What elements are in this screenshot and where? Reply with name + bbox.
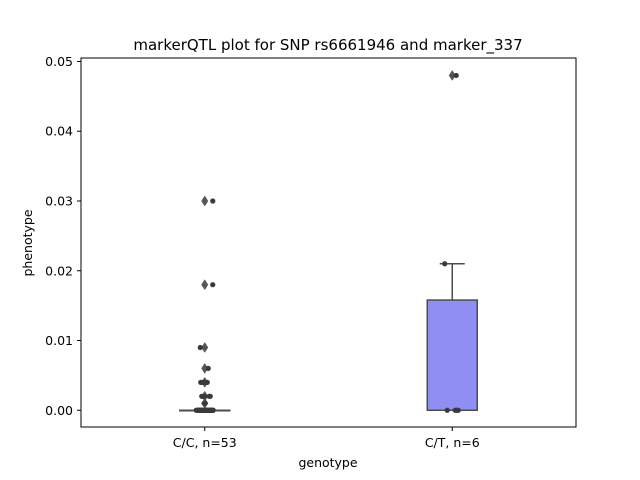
data-point xyxy=(205,407,211,413)
x-tick-label: C/C, n=53 xyxy=(173,435,237,450)
outlier-marker xyxy=(201,342,209,353)
y-tick-label: 0.00 xyxy=(45,403,73,418)
strip-series-1 xyxy=(193,198,216,413)
y-axis-label: phenotype xyxy=(20,209,35,276)
data-point xyxy=(453,72,459,79)
data-point xyxy=(207,393,213,399)
chart-title: markerQTL plot for SNP rs6661946 and mar… xyxy=(133,36,522,55)
data-point xyxy=(202,400,208,406)
x-axis: C/C, n=53 C/T, n=6 xyxy=(173,427,480,450)
y-tick-label: 0.01 xyxy=(45,333,73,348)
y-tick-label: 0.02 xyxy=(45,263,73,278)
data-point xyxy=(200,393,206,399)
data-point xyxy=(197,344,203,351)
data-point xyxy=(455,407,461,413)
data-point xyxy=(442,261,448,267)
data-point xyxy=(201,379,207,385)
data-point xyxy=(444,407,450,413)
y-tick-label: 0.05 xyxy=(45,54,73,69)
x-tick-label: C/T, n=6 xyxy=(425,435,480,450)
data-point xyxy=(205,365,211,372)
strip-series-2 xyxy=(442,72,461,413)
outlier-marker xyxy=(201,279,209,291)
axes-frame xyxy=(80,57,577,428)
outlier-marker xyxy=(201,195,209,207)
plot-area xyxy=(179,69,478,413)
y-tick-label: 0.03 xyxy=(45,193,73,208)
data-point xyxy=(196,407,202,413)
box-body xyxy=(426,299,478,412)
box-2 xyxy=(426,69,478,412)
y-tick-label: 0.04 xyxy=(45,124,73,139)
x-axis-label: genotype xyxy=(298,455,357,470)
y-axis: 0.00 0.01 0.02 0.03 0.04 0.05 xyxy=(45,54,81,418)
data-point xyxy=(210,282,216,288)
data-point xyxy=(210,198,216,204)
